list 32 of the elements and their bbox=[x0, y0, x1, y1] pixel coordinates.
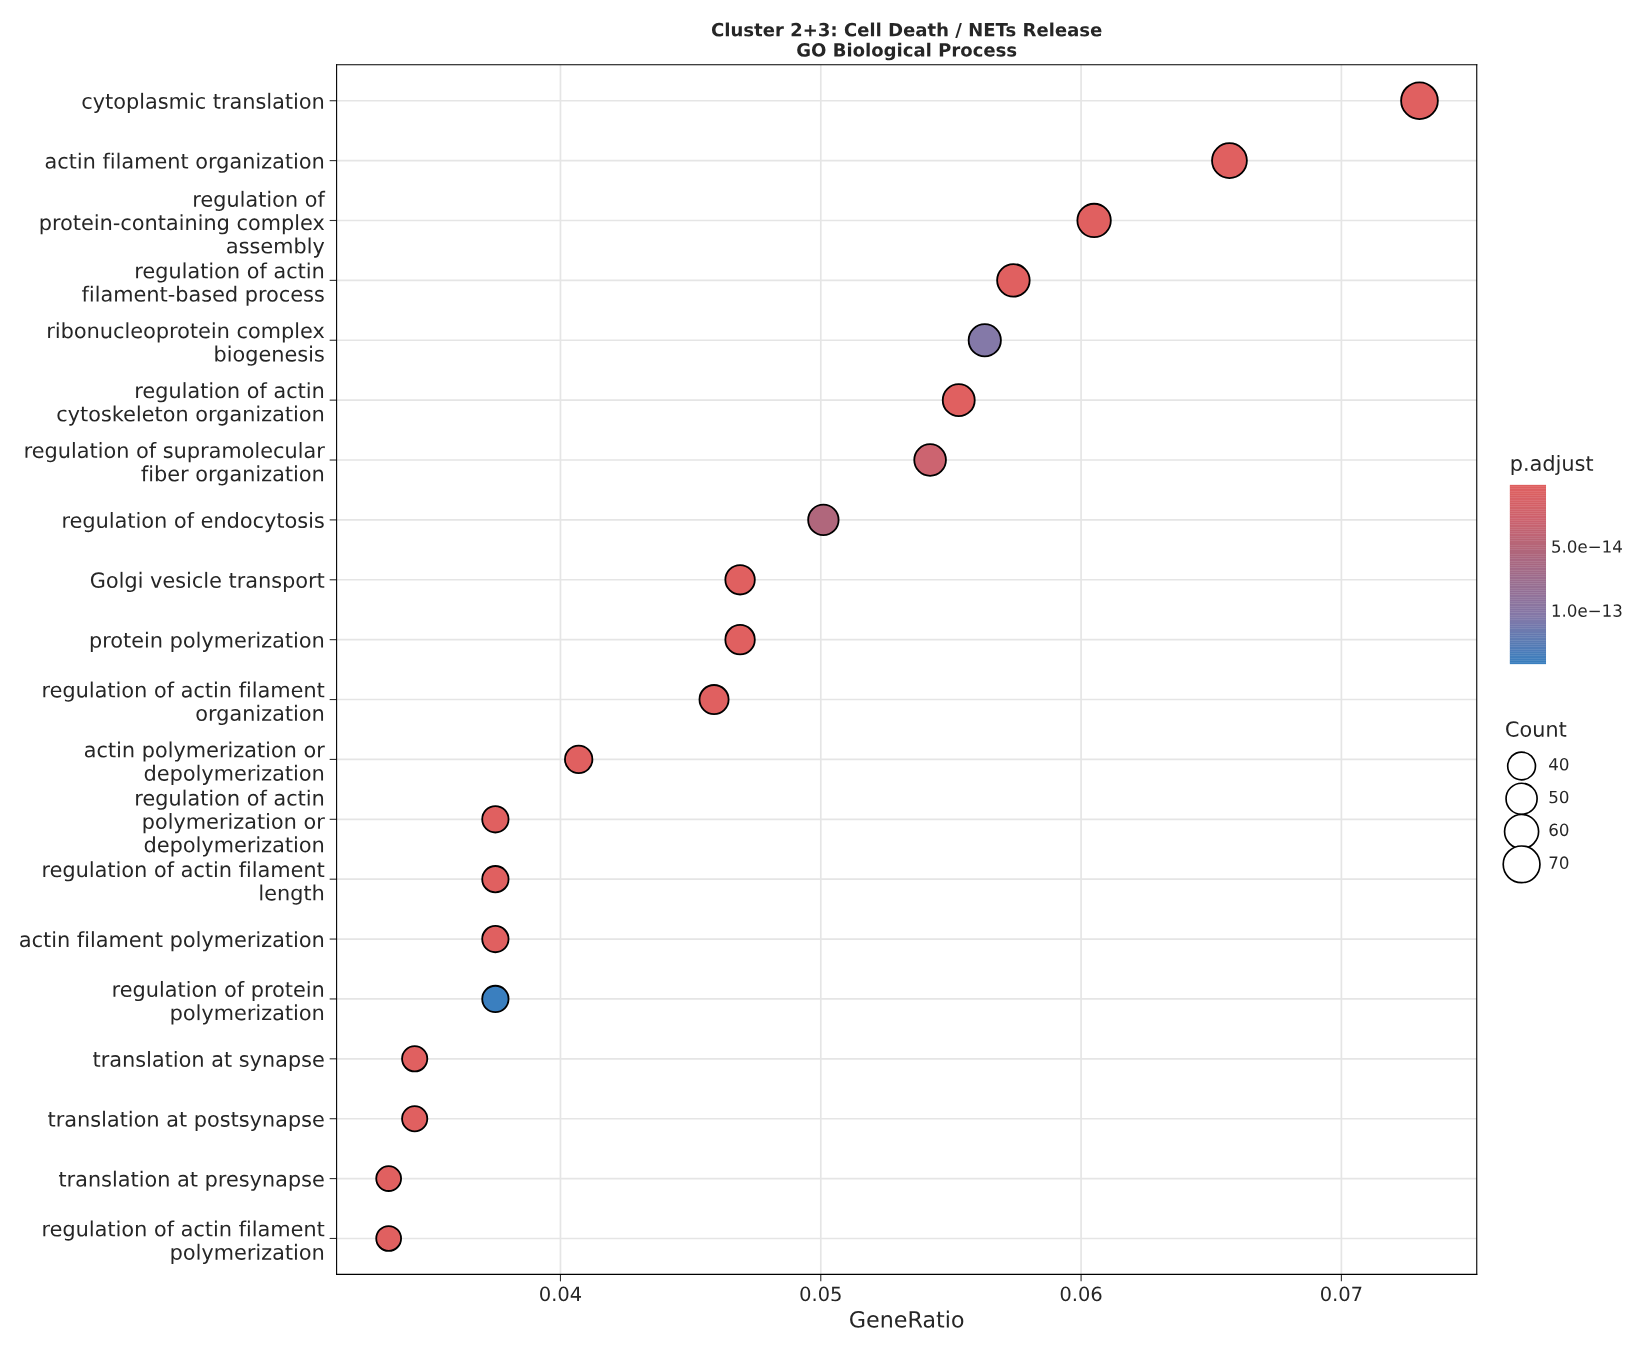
y-tick-label: translation at synapse bbox=[93, 1050, 324, 1072]
y-tick-label: actin filament organization bbox=[45, 152, 324, 173]
chart-title: Cluster 2+3: Cell Death / NETs Release GO Biological Process bbox=[711, 22, 1102, 61]
y-tick-label: cytoplasmic translation bbox=[82, 92, 324, 113]
y-tick-label: regulation of actin cytoskeleton organization bbox=[57, 382, 324, 426]
color-bar-label: 1.0e−13 bbox=[1552, 604, 1622, 617]
legend-label: 60 bbox=[1549, 823, 1569, 837]
x-tick-label: 0.07 bbox=[1321, 1286, 1362, 1302]
y-tick-label: regulation of endocytosis bbox=[63, 511, 324, 533]
x-tick-label: 0.04 bbox=[540, 1286, 582, 1302]
legend-label: 70 bbox=[1549, 856, 1569, 869]
y-tick-label: regulation of actin filament-based process bbox=[82, 262, 324, 306]
y-tick-label: actin filament polymerization bbox=[20, 931, 324, 952]
y-tick-label: regulation of actin polymerization or depolymerization bbox=[136, 789, 325, 857]
color-bar-title: p.adjust bbox=[1511, 454, 1594, 476]
legend-label: 40 bbox=[1549, 757, 1569, 771]
y-tick-label: translation at presynapse bbox=[58, 1170, 324, 1191]
y-tick-label: regulation of actin filament polymerization bbox=[43, 1220, 325, 1264]
color-bar-label: 5.0e−14 bbox=[1552, 540, 1622, 553]
y-tick-label: regulation of protein polymerization bbox=[113, 980, 324, 1025]
y-tick-label: Golgi vesicle transport bbox=[90, 571, 325, 593]
x-axis-title: GeneRatio bbox=[850, 1310, 964, 1328]
y-tick-label: translation at postsynapse bbox=[48, 1110, 324, 1131]
y-tick-label: protein polymerization bbox=[90, 631, 324, 652]
y-tick-label: regulation of actin filament organization bbox=[43, 681, 325, 726]
legend-title: Count bbox=[1506, 721, 1567, 737]
y-tick-label: ribonucleoprotein complex biogenesis bbox=[48, 322, 325, 366]
y-tick-label: regulation of supramolecular fiber organization bbox=[25, 442, 325, 486]
y-tick-label: regulation of actin filament length bbox=[43, 861, 325, 905]
x-tick-label: 0.05 bbox=[800, 1286, 841, 1302]
legend-label: 50 bbox=[1549, 790, 1569, 804]
x-tick-label: 0.06 bbox=[1060, 1286, 1102, 1302]
